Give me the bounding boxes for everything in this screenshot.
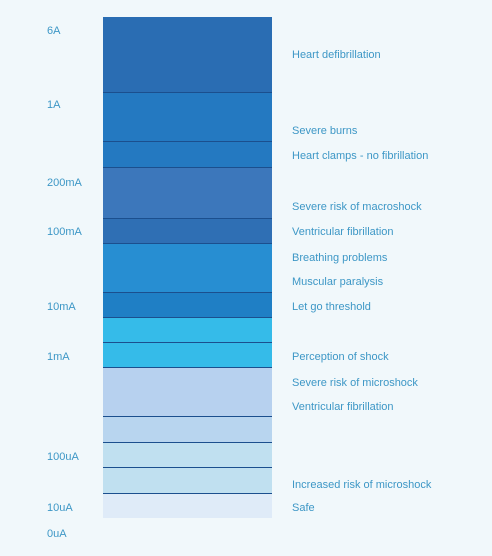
zone-100ua: [103, 442, 272, 494]
effect-microshock-risk: Severe risk of microshock: [292, 377, 418, 389]
scale-label-1a: 1A: [47, 99, 61, 111]
zone-divider: [103, 167, 272, 168]
zone-breathing: [103, 243, 272, 292]
zone-200ma: [103, 167, 272, 218]
effect-heart-defibrillation: Heart defibrillation: [292, 49, 381, 61]
effect-increased-microshock-risk: Increased risk of microshock: [292, 479, 432, 491]
zone-divider: [103, 292, 272, 293]
zone-100ma: [103, 218, 272, 243]
scale-label-10ua: 10uA: [47, 502, 73, 514]
effect-muscular-paralysis: Muscular paralysis: [292, 276, 384, 288]
zone-microshock: [103, 367, 272, 416]
zone-divider: [103, 416, 272, 417]
effect-breathing-problems: Breathing problems: [292, 252, 388, 264]
zone-divider: [103, 218, 272, 219]
zone-10ma: [103, 292, 272, 317]
zone-divider: [103, 141, 272, 142]
effect-severe-burns: Severe burns: [292, 125, 358, 137]
zone-amps-high: [103, 17, 272, 93]
zone-divider: [103, 467, 272, 468]
zone-divider: [103, 493, 272, 494]
effect-ventricular-fibrillation: Ventricular fibrillation: [292, 226, 394, 238]
effect-macroshock-risk: Severe risk of macroshock: [292, 201, 422, 213]
effect-ventricular-fibrillation-micro: Ventricular fibrillation: [292, 401, 394, 413]
scale-label-0ua: 0uA: [47, 528, 67, 540]
zone-divider: [103, 342, 272, 343]
zone-microshock-low: [103, 416, 272, 442]
effect-perception-of-shock: Perception of shock: [292, 351, 389, 363]
zone-amps: [103, 93, 272, 167]
zone-safe: [103, 494, 272, 518]
scale-label-200ma: 200mA: [47, 177, 82, 189]
zone-divider: [103, 92, 272, 93]
scale-label-100ua: 100uA: [47, 451, 79, 463]
zone-divider: [103, 243, 272, 244]
effect-let-go-threshold: Let go threshold: [292, 301, 371, 313]
effect-heart-clamps: Heart clamps - no fibrillation: [292, 150, 429, 162]
zone-divider: [103, 442, 272, 443]
scale-label-100ma: 100mA: [47, 226, 82, 238]
scale-label-10ma: 10mA: [47, 301, 76, 313]
scale-label-1ma: 1mA: [47, 351, 70, 363]
zone-divider: [103, 317, 272, 318]
zone-divider: [103, 367, 272, 368]
scale-label-6a: 6A: [47, 25, 61, 37]
effect-safe: Safe: [292, 502, 315, 514]
